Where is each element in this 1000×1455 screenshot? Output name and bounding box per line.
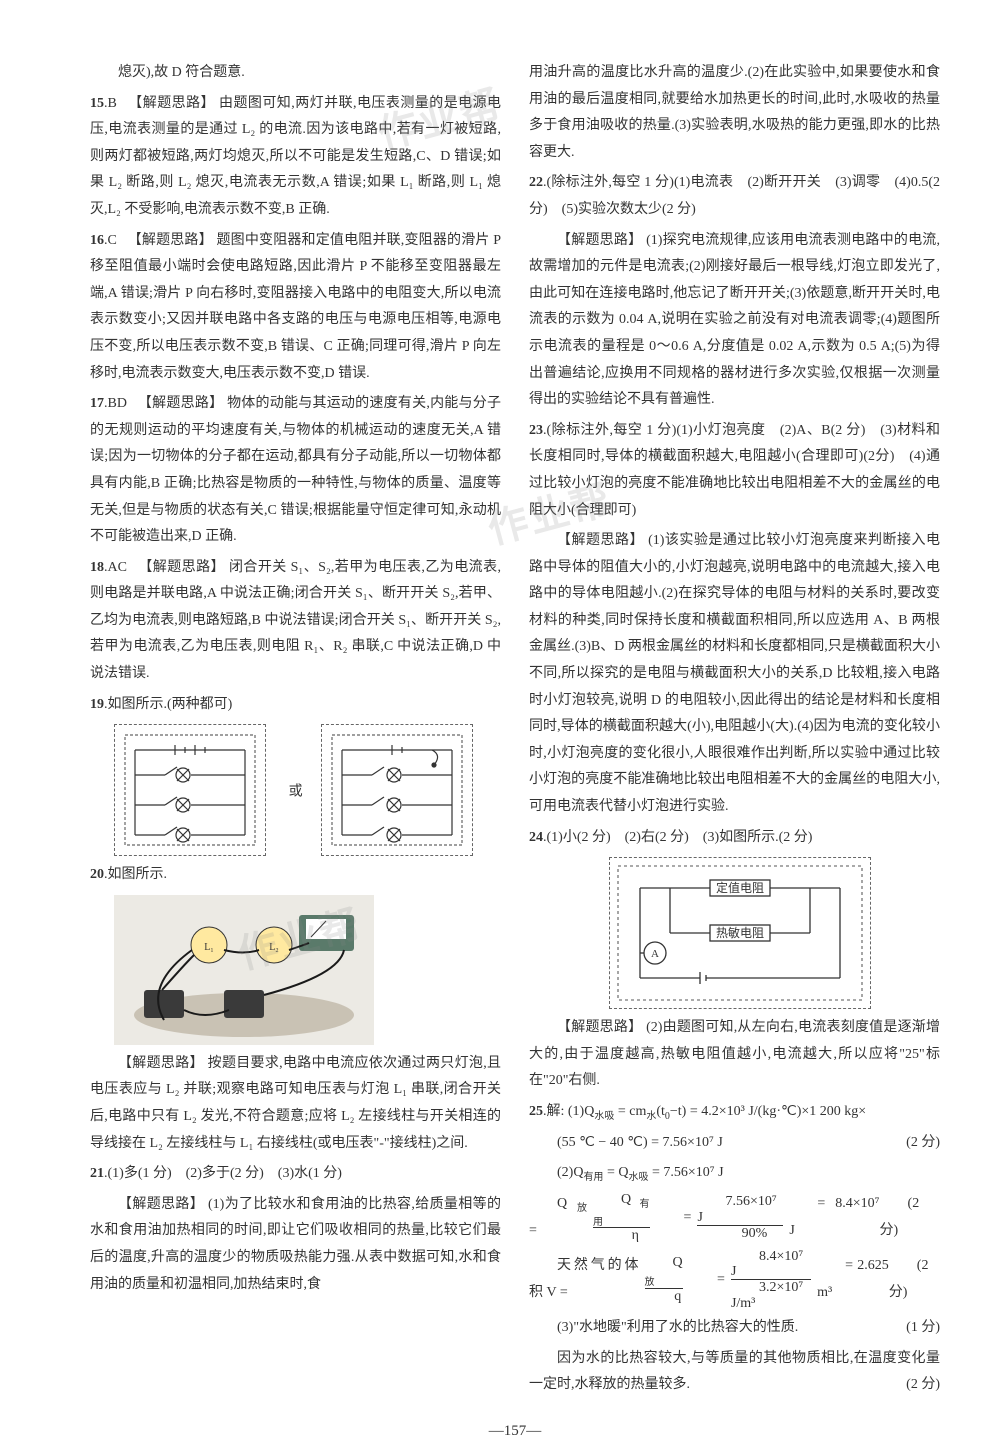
svg-text:热敏电阻: 热敏电阻 xyxy=(716,925,764,940)
q19-circuit-2 xyxy=(321,724,473,856)
q24-num: 24 xyxy=(529,830,543,845)
q19-figures: 或 xyxy=(114,724,501,856)
q25-line6: (3)"水地暖"利用了水的比热容大的性质.(1 分) xyxy=(529,1315,940,1342)
q18: 18.AC 【解题思路】 闭合开关 S₁、S₂,若甲为电压表,乙为电流表,则电路… xyxy=(90,555,501,688)
q23-num: 23 xyxy=(529,423,543,438)
q24-circuit: 定值电阻 热敏电阻 A xyxy=(609,857,871,1009)
circuit-photo-svg: L₁ L₂ xyxy=(114,895,374,1045)
circuit24-svg: 定值电阻 热敏电阻 A xyxy=(610,858,870,1008)
q14-tail: 熄灭),故 D 符合题意. xyxy=(90,60,501,87)
q22-exp: 【解题思路】 (1)探究电流规律,应该用电流表测电路中的电流,故需增加的元件是电… xyxy=(529,228,940,414)
q24-exp: 【解题思路】 (2)由题图可知,从左向右,电流表刻度值是逐渐增大的,由于温度越高… xyxy=(529,1015,940,1095)
q20-exp: 【解题思路】 按题目要求,电路中电流应依次通过两只灯泡,且电压表应与 L₂ 并联… xyxy=(90,1051,501,1157)
q25-frac1: Q放 = Q有用 η = 7.56×10⁷ J 90% = 8.4×10⁷ J … xyxy=(529,1191,940,1244)
q17-text: 物体的动能与其运动的速度有关,内能与分子的无规则运动的平均速度有关,与物体的机械… xyxy=(90,396,501,544)
q25-line1: (1)Q水吸 = cm水(t0−t) = 4.2×10³ J/(kg·℃)×1 … xyxy=(568,1104,866,1119)
q20-num: 20 xyxy=(90,867,104,882)
q25-line2: (55 ℃ − 40 ℃) = 7.56×10⁷ J(2 分) xyxy=(529,1130,940,1157)
svg-text:定值电阻: 定值电阻 xyxy=(716,880,764,895)
two-column-layout: 熄灭),故 D 符合题意. 15.B 【解题思路】 由题图可知,两灯并联,电压表… xyxy=(90,60,940,1403)
q19-or: 或 xyxy=(280,783,307,797)
q25-num: 25 xyxy=(529,1104,543,1119)
q21-num: 21 xyxy=(90,1166,104,1181)
q24: 24.(1)小(2 分) (2)右(2 分) (3)如图所示.(2 分) xyxy=(529,825,940,852)
q19-num: 19 xyxy=(90,697,104,712)
q21: 21.(1)多(1 分) (2)多于(2 分) (3)水(1 分) xyxy=(90,1161,501,1188)
svg-text:L₁: L₁ xyxy=(204,942,214,953)
q20-figure: L₁ L₂ xyxy=(114,895,501,1045)
q21-tail: 用油升高的温度比水升高的温度少.(2)在此实验中,如果要使水和食用油的最后温度相… xyxy=(529,60,940,166)
q20: 20.如图所示. xyxy=(90,862,501,889)
q25-line3: (2)Q有用 = Q水吸 = 7.56×10⁷ J xyxy=(529,1160,940,1187)
q15-label xyxy=(121,96,135,111)
q21-exp: 【解题思路】 (1)为了比较水和食用油的比热容,给质量相等的水和食用油加热相同的… xyxy=(90,1192,501,1298)
q17-num: 17 xyxy=(90,396,104,411)
q19: 19.如图所示.(两种都可) xyxy=(90,692,501,719)
q18-num: 18 xyxy=(90,560,104,575)
q24-figure: 定值电阻 热敏电阻 A xyxy=(609,857,940,1009)
right-column: 用油升高的温度比水升高的温度少.(2)在此实验中,如果要使水和食用油的最后温度相… xyxy=(529,60,940,1403)
q25: 25.解: (1)Q水吸 = cm水(t0−t) = 4.2×10³ J/(kg… xyxy=(529,1099,940,1126)
q23-exp: 【解题思路】 (1)该实验是通过比较小灯泡亮度来判断接入电路中导体的阻值大小的,… xyxy=(529,528,940,821)
page-number: —157— xyxy=(90,1417,940,1446)
q16: 16.C 【解题思路】 题图中变阻器和定值电阻并联,变阻器的滑片 P 移至阻值最… xyxy=(90,228,501,388)
q17: 17.BD 【解题思路】 物体的动能与其运动的速度有关,内能与分子的无规则运动的… xyxy=(90,391,501,551)
q16-num: 16 xyxy=(90,233,104,248)
q15-text: 由题图可知,两灯并联,电压表测量的是电源电压,电流表测量的是通过 L₂ 的电流.… xyxy=(90,96,501,217)
q25-frac2: 天然气的体积 V = Q放 q = 8.4×10⁷ J 3.2×10⁷ J/m³… xyxy=(529,1249,940,1312)
q18-text: 闭合开关 S₁、S₂,若甲为电压表,乙为电流表,则电路是并联电路,A 中说法正确… xyxy=(90,560,501,681)
q16-text: 题图中变阻器和定值电阻并联,变阻器的滑片 P 移至阻值最小端时会使电路短路,因此… xyxy=(90,233,501,381)
svg-text:L₂: L₂ xyxy=(269,942,279,953)
svg-text:A: A xyxy=(651,948,659,960)
circuit-svg-1 xyxy=(115,725,265,855)
left-column: 熄灭),故 D 符合题意. 15.B 【解题思路】 由题图可知,两灯并联,电压表… xyxy=(90,60,501,1403)
q25-line7: 因为水的比热容较大,与等质量的其他物质相比,在温度变化量一定时,水释放的热量较多… xyxy=(529,1346,940,1399)
q19-circuit-1 xyxy=(114,724,266,856)
q22-num: 22 xyxy=(529,175,543,190)
circuit-svg-2 xyxy=(322,725,472,855)
q15-num: 15 xyxy=(90,96,104,111)
q15: 15.B 【解题思路】 由题图可知,两灯并联,电压表测量的是电源电压,电流表测量… xyxy=(90,91,501,224)
q23: 23.(除标注外,每空 1 分)(1)小灯泡亮度 (2)A、B(2 分) (3)… xyxy=(529,418,940,524)
q22: 22.(除标注外,每空 1 分)(1)电流表 (2)断开开关 (3)调零 (4)… xyxy=(529,170,940,223)
